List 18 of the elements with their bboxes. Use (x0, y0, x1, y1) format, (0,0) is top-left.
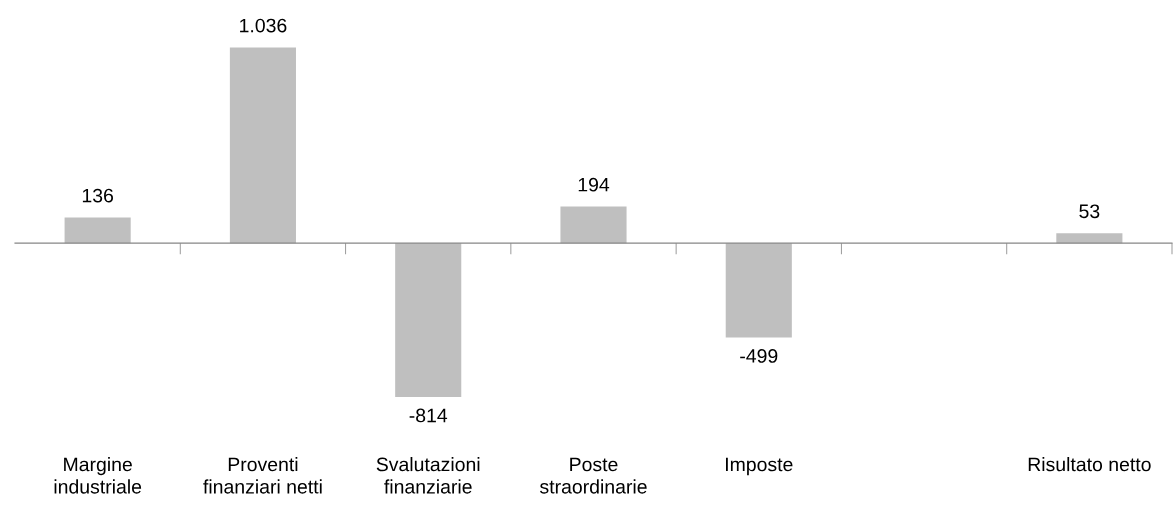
bar (725, 243, 792, 338)
data-label: 53 (1079, 204, 1100, 219)
data-label: -814 (409, 408, 448, 423)
bar (229, 47, 296, 244)
x-tick-label: Risultato netto (1028, 457, 1151, 472)
x-tick-label: Poste straordinarie (540, 457, 647, 494)
data-label: 1.036 (240, 18, 287, 33)
bar (1056, 233, 1123, 244)
x-tick-label: Margine industriale (54, 457, 142, 494)
bar (395, 243, 462, 397)
data-label: 194 (578, 177, 610, 192)
data-label: -499 (740, 349, 778, 363)
data-label: 136 (82, 188, 114, 203)
bar (64, 217, 131, 244)
x-tick-label: Svalutazioni finanziarie (376, 457, 480, 494)
x-tick-label: Proventi finanziari netti (203, 457, 322, 494)
bar (560, 206, 627, 244)
x-tick-label: Imposte (726, 457, 793, 476)
